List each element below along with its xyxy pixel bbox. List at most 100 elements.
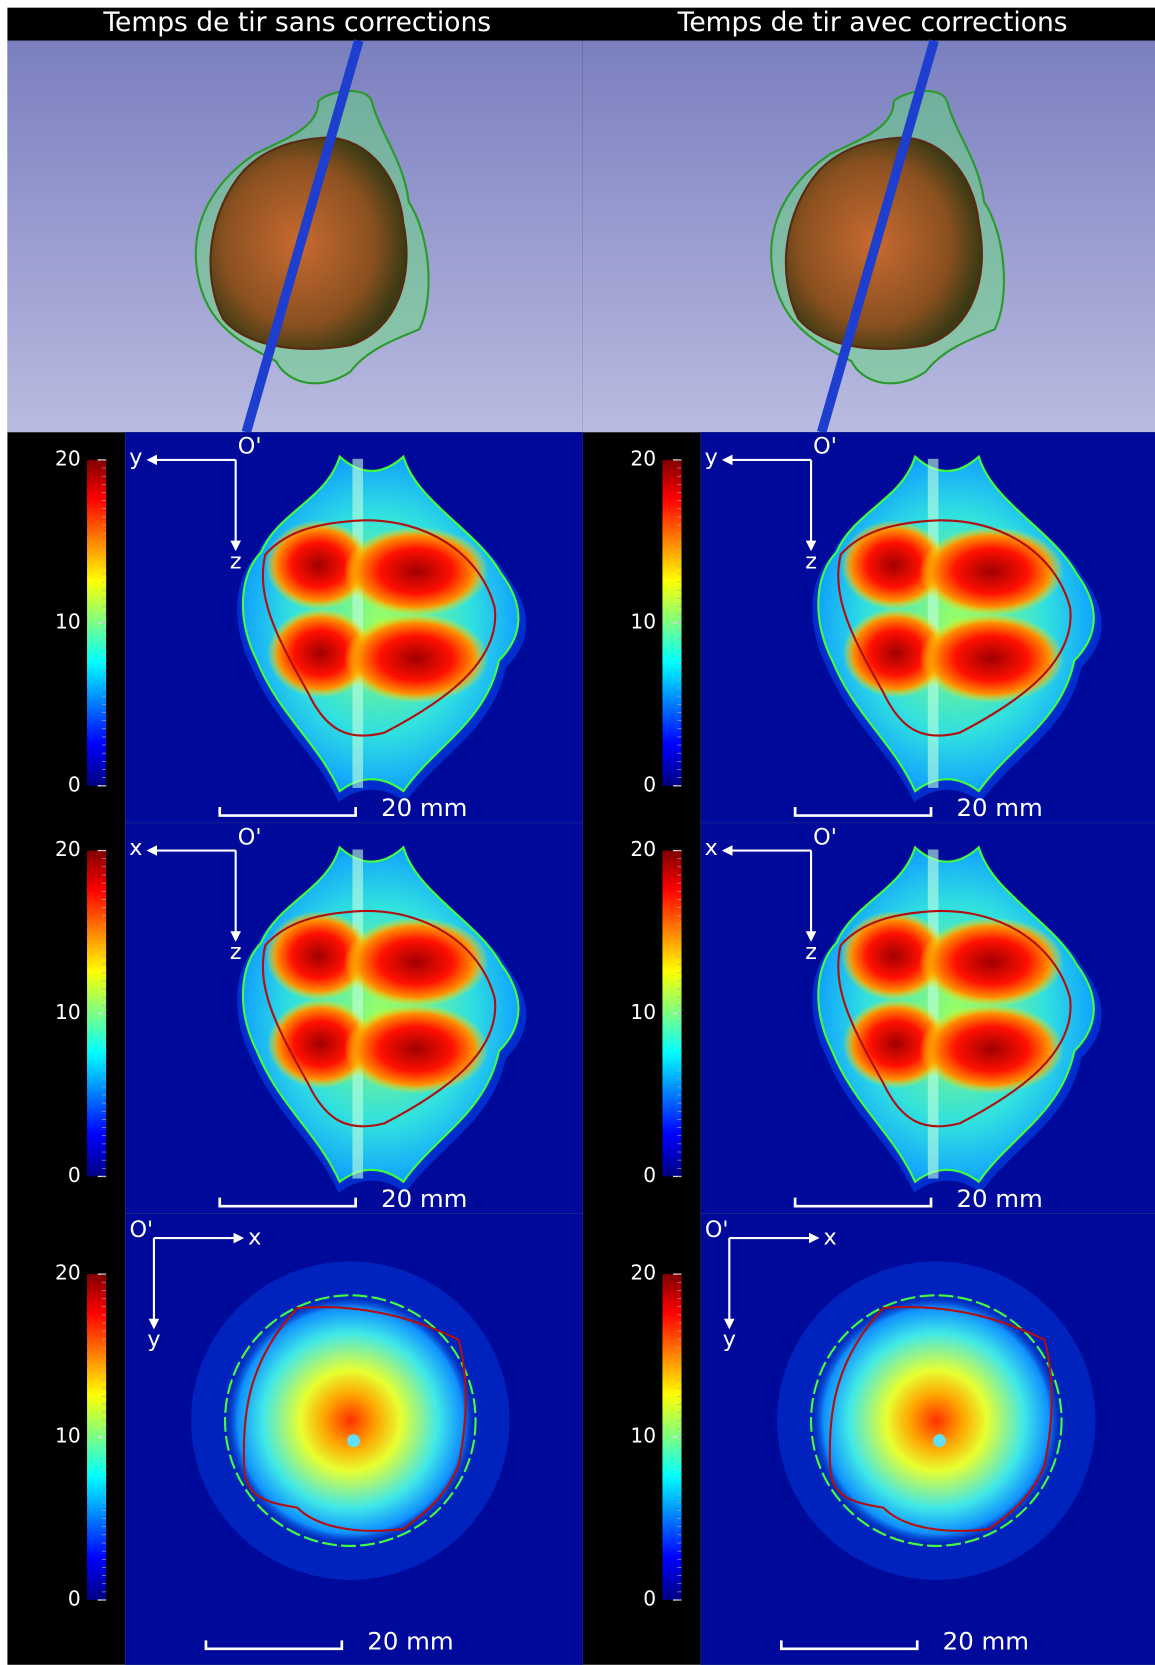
dose-lobe	[265, 911, 372, 1001]
colorbar	[87, 850, 107, 1177]
dose-core	[933, 1434, 946, 1448]
axis-label: z	[805, 939, 817, 965]
origin-label: O'	[705, 1217, 729, 1243]
column: Temps de tir sans corrections20100O'yz20…	[7, 7, 584, 1665]
colorbar-tick-label: 20	[55, 446, 81, 470]
dose-region	[809, 1294, 1063, 1547]
colorbar	[662, 459, 682, 786]
colorbar-tick-label: 10	[630, 1000, 656, 1024]
axis-label: y	[705, 444, 718, 470]
render-3d	[7, 39, 583, 434]
column-title: Temps de tir avec corrections	[677, 7, 1068, 38]
heatmap-panel: 20 10 0 O' y z 20 mm	[630, 432, 1155, 824]
colorbar-tick-label: 0	[68, 1163, 81, 1187]
colorbar	[87, 459, 107, 786]
dose-lobe	[343, 526, 489, 616]
colorbar-tick-label: 0	[68, 772, 81, 796]
scale-bar-label: 20 mm	[943, 1626, 1029, 1655]
dose-map	[237, 845, 527, 1193]
dose-map	[237, 454, 527, 803]
dose-lobe	[842, 608, 950, 698]
target-contour	[837, 909, 1072, 1128]
dose-lobe	[267, 608, 374, 698]
colorbar-tick-label: 10	[55, 1424, 81, 1448]
scale-bar-label: 20 mm	[367, 1626, 453, 1655]
axis-label: y	[147, 1326, 160, 1352]
axis-label: x	[129, 835, 142, 861]
target-contour	[828, 1305, 1053, 1532]
axis-label: x	[248, 1225, 261, 1251]
dose-lobe	[919, 613, 1064, 703]
scale-bar	[218, 1197, 357, 1208]
axis-label: y	[129, 444, 142, 470]
dose-lobe	[840, 520, 947, 610]
dose-map	[812, 454, 1102, 803]
dose-lobe	[842, 999, 950, 1089]
heatmap-panel: 20 10 0 O' x z 20 mm	[630, 822, 1155, 1214]
column-title: Temps de tir sans corrections	[102, 7, 491, 38]
colorbar-tick-label: 20	[630, 1261, 656, 1285]
axis-label: z	[230, 548, 242, 574]
origin-label: O'	[813, 434, 837, 460]
heatmap-panel: 20 10 0 O' x y 20 mm	[630, 1213, 1155, 1665]
scale-bar	[793, 807, 933, 817]
colorbar-tick-label: 10	[630, 1424, 656, 1448]
colorbar-tick-label: 10	[630, 609, 656, 633]
heatmap-panel: 20 10 0 O' x y 20 mm	[55, 1213, 584, 1665]
scale-bar-label: 20 mm	[956, 1184, 1042, 1213]
colorbar-tick-label: 10	[55, 609, 81, 633]
colorbar-tick-label: 0	[643, 1587, 656, 1611]
scale-bar	[204, 1640, 344, 1651]
heatmap-panel: 20 10 0 O' x z 20 mm	[55, 822, 584, 1214]
render-3d	[582, 39, 1155, 434]
dose-map	[812, 845, 1102, 1193]
target-contour	[261, 519, 497, 737]
axis-label: y	[723, 1326, 736, 1352]
dose-lobe	[265, 520, 372, 610]
dose-lobe	[919, 526, 1064, 616]
target-contour	[242, 1305, 467, 1532]
colorbar	[662, 850, 682, 1177]
colorbar-tick-label: 0	[643, 1163, 656, 1187]
target-contour	[837, 519, 1072, 737]
needle	[241, 39, 364, 434]
dose-core	[347, 1434, 360, 1448]
dose-map	[191, 1261, 510, 1580]
origin-label: O'	[238, 434, 262, 460]
tumor-volume	[784, 136, 983, 350]
scale-bar	[779, 1640, 919, 1651]
axis-label: x	[705, 835, 718, 861]
tumor-volume	[209, 136, 408, 350]
dose-region	[223, 1294, 477, 1547]
heatmap-panel: 20 10 0 O' y z 20 mm	[55, 432, 584, 824]
axis-label: z	[230, 939, 242, 965]
column: Temps de tir avec corrections20100O'yz20…	[582, 7, 1155, 1665]
dose-lobe	[919, 917, 1064, 1007]
colorbar-tick-label: 20	[55, 1261, 81, 1285]
colorbar-tick-label: 20	[630, 837, 656, 861]
scale-bar	[218, 807, 357, 817]
colorbar-tick-label: 20	[55, 837, 81, 861]
scale-bar-label: 20 mm	[956, 793, 1042, 822]
dose-lobe	[343, 613, 489, 703]
scale-bar-label: 20 mm	[381, 1184, 467, 1213]
colorbar-tick-label: 20	[630, 446, 656, 470]
axis-label: x	[824, 1225, 837, 1251]
colorbar	[87, 1274, 107, 1601]
dose-lobe	[267, 999, 374, 1089]
origin-label: O'	[238, 824, 262, 850]
colorbar-tick-label: 10	[55, 1000, 81, 1024]
scale-bar	[793, 1197, 933, 1208]
origin-label: O'	[813, 824, 837, 850]
colorbar	[662, 1274, 682, 1601]
scale-bar-label: 20 mm	[381, 793, 467, 822]
dose-lobe	[919, 1004, 1064, 1094]
target-contour	[261, 909, 497, 1128]
colorbar-tick-label: 0	[643, 772, 656, 796]
axis-label: z	[805, 548, 817, 574]
origin-label: O'	[130, 1217, 154, 1243]
dose-lobe	[840, 911, 947, 1001]
needle	[817, 39, 939, 434]
colorbar-tick-label: 0	[68, 1587, 81, 1611]
